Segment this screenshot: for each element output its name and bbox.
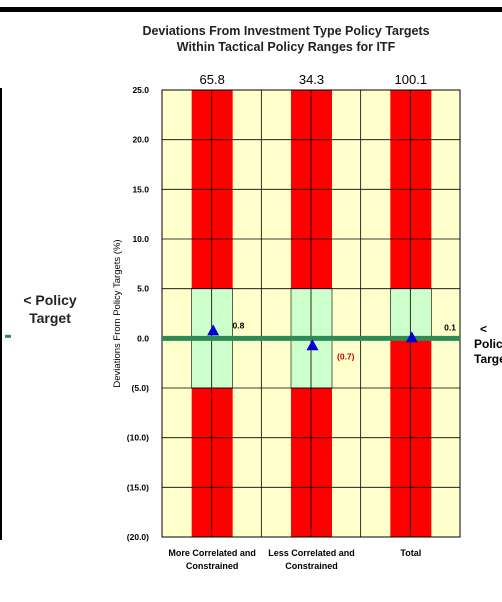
- deviation-marker: [405, 331, 418, 343]
- y-tick-label: 0.0: [137, 333, 149, 343]
- left-chart-edge: [0, 88, 2, 540]
- left-policy-target-line-2: Target: [29, 310, 71, 326]
- y-tick-label: (20.0): [127, 532, 149, 542]
- y-tick-label: 15.0: [132, 184, 149, 194]
- category-label: Constrained: [285, 561, 338, 571]
- left-policy-target-label: < Policy Target: [10, 291, 90, 327]
- category-label: Total: [400, 548, 421, 558]
- deviation-value-label: (0.7): [337, 351, 355, 361]
- y-axis-label: Deviations From Policy Targets (%): [112, 239, 123, 387]
- deviation-value-label: 0.8: [233, 320, 245, 330]
- tactical-range-bar: [390, 288, 432, 339]
- top-rule: [0, 7, 502, 12]
- deviation-value-label: 0.1: [444, 322, 456, 332]
- category-label: Less Correlated and: [268, 548, 355, 558]
- y-tick-label: (15.0): [127, 482, 149, 492]
- y-tick-label: (5.0): [132, 383, 150, 393]
- chart-title-line-1: Deviations From Investment Type Policy T…: [142, 24, 430, 38]
- category-label: More Correlated and: [168, 548, 256, 558]
- left-policy-target-line-1: < Policy: [23, 292, 77, 308]
- plot-border: [161, 89, 461, 538]
- upper-range-label: 34.3: [299, 72, 324, 87]
- chart-title: Deviations From Investment Type Policy T…: [96, 23, 476, 55]
- deviation-marker: [306, 339, 319, 351]
- chart-title-line-2: Within Tactical Policy Ranges for ITF: [176, 40, 396, 54]
- y-tick-label: 20.0: [132, 135, 149, 145]
- upper-range-label: 100.1: [395, 72, 428, 87]
- y-tick-label: (10.0): [127, 433, 149, 443]
- y-tick-label: 10.0: [132, 234, 149, 244]
- policy-target-label-line: Policy: [474, 337, 502, 351]
- policy-target-label-line: <: [480, 322, 487, 336]
- category-label: Constrained: [186, 561, 239, 571]
- upper-range-label: 65.8: [200, 72, 225, 87]
- y-tick-label: 25.0: [132, 85, 149, 95]
- deviation-marker: [207, 324, 220, 336]
- y-tick-label: 5.0: [137, 284, 149, 294]
- policy-target-label-line: Target: [474, 352, 502, 366]
